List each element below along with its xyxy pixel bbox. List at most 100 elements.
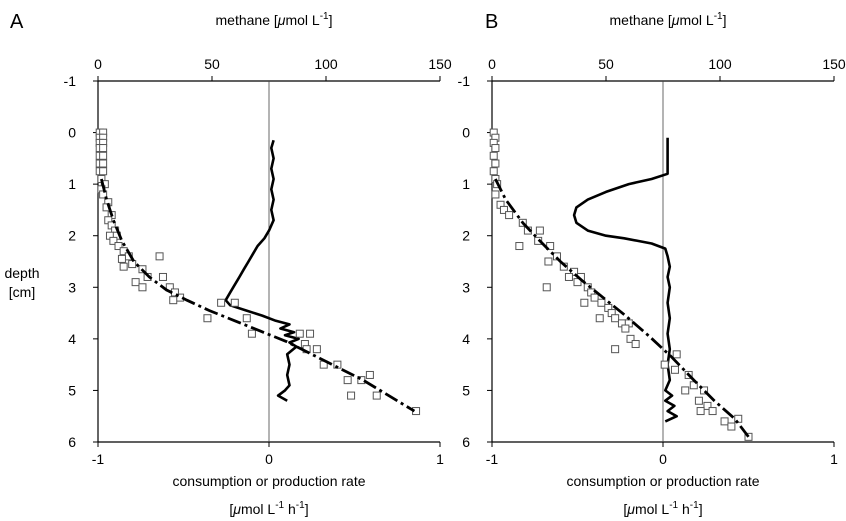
rate-axis-title: consumption or production rate xyxy=(173,473,366,489)
panel-b: B -1 0 1 2 3 4 5 6 -1 0 1 0 50 100 150 methane [μmol L-1… xyxy=(458,11,846,517)
rate-data-point xyxy=(138,283,147,292)
rate-data-point xyxy=(99,151,108,160)
methane-axis-title: methane [μmol L-1] xyxy=(216,11,333,28)
rate-tick-label: 1 xyxy=(830,451,838,467)
rate-data-point xyxy=(217,298,226,307)
rate-data-point xyxy=(631,340,640,349)
rate-data-point xyxy=(597,298,606,307)
methane-profile-line xyxy=(572,137,678,423)
rate-data-point xyxy=(727,422,736,431)
rate-data-point xyxy=(660,360,669,369)
rate-data-point xyxy=(542,283,551,292)
depth-tick-label: 6 xyxy=(68,434,76,450)
rate-data-point xyxy=(203,314,212,323)
rate-data-point xyxy=(573,278,582,287)
rate-data-point xyxy=(155,252,164,261)
depth-tick-label: 1 xyxy=(68,176,76,192)
rate-data-point xyxy=(590,293,599,302)
depth-tick-label: 3 xyxy=(68,279,76,295)
depth-tick-label: 3 xyxy=(462,279,470,295)
rate-data-point xyxy=(242,314,251,323)
rate-axis-title: consumption or production rate xyxy=(567,473,760,489)
rate-tick-label: 0 xyxy=(659,451,667,467)
rate-data-point xyxy=(491,159,500,168)
rate-data-point xyxy=(720,417,729,426)
rate-tick-label: 0 xyxy=(265,451,273,467)
rate-data-point xyxy=(491,190,500,199)
depth-tick-label: -1 xyxy=(64,73,77,89)
rate-data-point xyxy=(365,370,374,379)
rate-data-point xyxy=(611,345,620,354)
rate-data-point xyxy=(535,226,544,235)
depth-tick-label: -1 xyxy=(458,73,471,89)
rate-data-point xyxy=(491,144,500,153)
depth-tick-label: 2 xyxy=(68,228,76,244)
methane-tick-label: 100 xyxy=(314,56,338,72)
rate-data-point xyxy=(247,329,256,338)
rate-data-point xyxy=(343,376,352,385)
methane-tick-label: 150 xyxy=(822,56,846,72)
rate-data-point xyxy=(505,211,514,220)
rate-data-point xyxy=(611,314,620,323)
rate-tick-label: -1 xyxy=(486,451,499,467)
rate-data-point xyxy=(515,242,524,251)
depth-tick-label: 0 xyxy=(68,125,76,141)
methane-profile-line xyxy=(224,139,300,402)
methane-tick-label: 0 xyxy=(488,56,496,72)
panel-a: A -1 0 1 2 3 4 5 6 -1 0 1 0 50 100 150 methane [μmol L-1… xyxy=(10,11,452,517)
rate-data-point xyxy=(119,262,128,271)
depth-tick-label: 4 xyxy=(68,331,76,347)
methane-tick-label: 150 xyxy=(428,56,452,72)
depth-axis-unit: [cm] xyxy=(9,284,35,300)
depth-tick-label: 0 xyxy=(462,125,470,141)
rate-data-point xyxy=(489,167,498,176)
rate-data-point xyxy=(128,260,137,269)
rate-data-point xyxy=(744,432,753,441)
rate-data-point xyxy=(99,167,108,176)
rate-data-point xyxy=(700,386,709,395)
rate-data-point xyxy=(694,396,703,405)
rate-data-point xyxy=(708,407,717,416)
rate-model-line xyxy=(494,178,750,438)
rate-data-point xyxy=(626,334,635,343)
rate-data-point xyxy=(499,205,508,214)
depth-axis-title: depth xyxy=(4,265,39,281)
rate-data-point xyxy=(681,386,690,395)
rate-model-line xyxy=(100,178,416,413)
rate-data-point xyxy=(131,278,140,287)
rate-tick-label: -1 xyxy=(92,451,105,467)
rate-axis-unit: [μmol L-1 h-1] xyxy=(229,500,308,517)
rate-tick-label: 1 xyxy=(436,451,444,467)
rate-data-point xyxy=(230,298,239,307)
depth-tick-label: 5 xyxy=(462,382,470,398)
rate-data-point xyxy=(489,151,498,160)
panel-letter: A xyxy=(10,11,24,33)
rate-data-point xyxy=(580,298,589,307)
rate-data-point xyxy=(544,257,553,266)
rate-data-point xyxy=(117,254,126,263)
methane-tick-label: 0 xyxy=(94,56,102,72)
rate-data-point xyxy=(372,391,381,400)
depth-tick-label: 1 xyxy=(462,176,470,192)
panel-letter: B xyxy=(485,11,498,33)
rate-data-point xyxy=(595,314,604,323)
depth-tick-label: 4 xyxy=(462,331,470,347)
rate-data-point xyxy=(109,236,118,245)
rate-data-point xyxy=(295,329,304,338)
rate-data-point xyxy=(169,296,178,305)
methane-tick-label: 50 xyxy=(204,56,220,72)
rate-data-point xyxy=(312,345,321,354)
rate-data-point xyxy=(306,329,315,338)
rate-data-point xyxy=(703,401,712,410)
rate-axis-unit: [μmol L-1 h-1] xyxy=(623,500,702,517)
rate-data-point xyxy=(99,144,108,153)
rate-data-point xyxy=(670,365,679,374)
methane-tick-label: 50 xyxy=(598,56,614,72)
rate-data-point xyxy=(672,350,681,359)
rate-data-point xyxy=(347,391,356,400)
rate-data-point xyxy=(696,407,705,416)
depth-tick-label: 2 xyxy=(462,228,470,244)
rate-data-point xyxy=(99,159,108,168)
rate-data-point xyxy=(158,272,167,281)
